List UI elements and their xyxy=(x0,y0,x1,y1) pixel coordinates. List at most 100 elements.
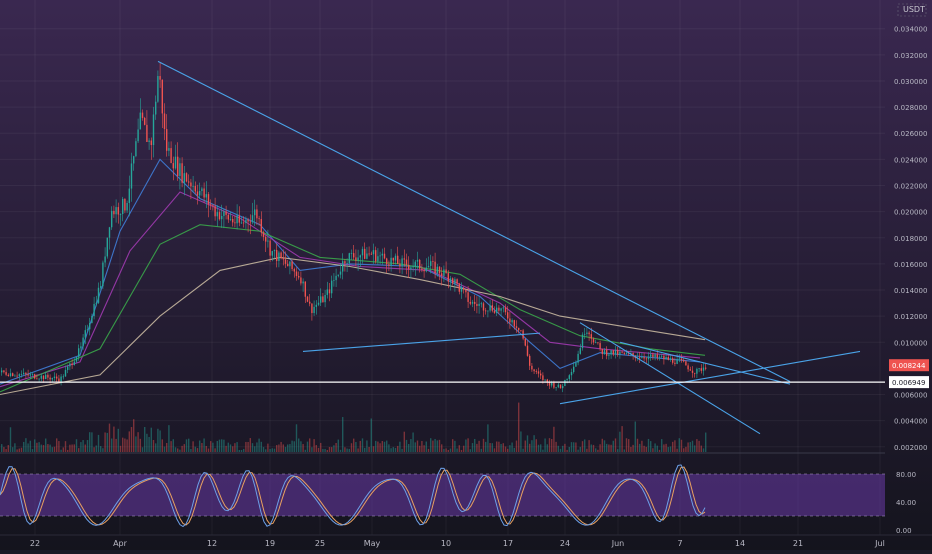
price-tick-label: 0.020000 xyxy=(894,209,927,217)
currency-label-box xyxy=(897,3,927,17)
candle-body xyxy=(570,372,573,376)
candle-body xyxy=(623,352,625,354)
candle-body xyxy=(366,253,368,259)
candle-body xyxy=(592,338,595,343)
volume-bar xyxy=(234,443,236,452)
candle-body xyxy=(300,277,302,284)
candle-body xyxy=(529,355,531,366)
candle-body xyxy=(47,374,49,378)
candle-body xyxy=(680,358,683,361)
candle-body xyxy=(504,307,507,313)
volume-bar xyxy=(1,444,3,452)
volume-bar xyxy=(3,447,5,452)
candle-body xyxy=(276,250,278,262)
volume-bar xyxy=(300,441,302,452)
volume-bar xyxy=(75,439,78,452)
candle-body xyxy=(632,353,634,356)
volume-bar xyxy=(56,438,58,452)
volume-bar xyxy=(364,447,366,452)
volume-bar xyxy=(333,445,335,452)
volume-bar xyxy=(548,438,551,452)
candle-body xyxy=(416,259,419,262)
price-axis[interactable]: 0.034000 0.032000 0.030000 0.028000 0.026000… xyxy=(894,26,927,535)
candle-body xyxy=(476,303,478,306)
candle-body xyxy=(434,261,436,274)
trendline xyxy=(579,322,761,435)
candle-body xyxy=(551,382,553,386)
candle-body xyxy=(491,305,493,311)
candle-body xyxy=(480,303,482,305)
candle-body xyxy=(240,222,243,224)
candle-body xyxy=(150,140,152,146)
candle-body xyxy=(408,264,410,270)
volume-bar xyxy=(245,441,247,452)
time-tick-label: May xyxy=(364,539,381,548)
candle-body xyxy=(201,188,203,192)
candle-body xyxy=(177,156,179,177)
candle-body xyxy=(331,280,333,294)
candle-body xyxy=(238,215,240,223)
trendlines[interactable] xyxy=(157,60,861,435)
candle-body xyxy=(590,334,592,339)
candle-body xyxy=(520,330,522,332)
candle-body xyxy=(91,315,93,323)
candle-body xyxy=(324,294,326,303)
ma-fast-line xyxy=(0,158,701,385)
candle-body xyxy=(700,368,702,371)
volume-bar xyxy=(381,440,383,452)
candle-body xyxy=(394,255,397,261)
candle-body xyxy=(502,307,504,309)
candle-body xyxy=(467,292,469,302)
volume-bar xyxy=(518,402,520,452)
volume-bar xyxy=(394,447,397,452)
volume-bar xyxy=(306,441,309,452)
candle-body xyxy=(540,373,542,376)
volume-bar xyxy=(487,424,489,452)
volume-bar xyxy=(416,440,419,452)
volume-bar xyxy=(69,444,71,452)
volume-bar xyxy=(313,439,315,452)
price-tick-label: 0.014000 xyxy=(894,287,927,295)
volume-bar xyxy=(315,445,317,452)
volume-bar xyxy=(172,439,174,452)
volume-bar xyxy=(135,436,137,452)
price-tick-label: 0.032000 xyxy=(894,52,927,60)
candle-body xyxy=(256,209,258,219)
trendline xyxy=(559,350,861,405)
candle-body xyxy=(676,358,678,364)
volume-bar xyxy=(265,449,267,452)
volume-bar xyxy=(104,432,106,452)
level-price-box xyxy=(889,376,929,389)
candles[interactable] xyxy=(1,62,707,393)
volume-bar xyxy=(399,441,401,452)
volume-bar xyxy=(443,448,445,452)
volume-bar xyxy=(284,446,287,452)
volume-bar xyxy=(97,434,100,452)
candle-body xyxy=(181,163,183,183)
time-tick-label: 21 xyxy=(793,539,803,548)
time-axis[interactable]: 22 Apr 12 19 25 May 10 17 24 Jun 7 14 21 Jul xyxy=(30,539,885,548)
candle-body xyxy=(430,261,432,266)
stoch-tick-label: 0.00 xyxy=(896,527,912,535)
volume-bar xyxy=(465,439,467,452)
volume-bar xyxy=(537,444,540,452)
candle-body xyxy=(658,356,661,358)
volume-bar xyxy=(469,449,471,452)
candle-body xyxy=(20,374,23,375)
trendline xyxy=(302,332,541,352)
candle-body xyxy=(174,156,177,169)
volume-bar xyxy=(456,448,458,452)
candle-body xyxy=(372,250,375,255)
volume-bar xyxy=(436,440,438,452)
candle-body xyxy=(311,303,313,314)
volume-bar xyxy=(31,449,34,452)
volume-bar xyxy=(256,442,258,452)
candle-body xyxy=(159,76,161,80)
candle-body xyxy=(346,262,348,264)
volume-bar xyxy=(368,447,370,452)
candle-body xyxy=(672,358,674,363)
volume-bar xyxy=(617,449,619,452)
volume-bar xyxy=(139,438,141,452)
